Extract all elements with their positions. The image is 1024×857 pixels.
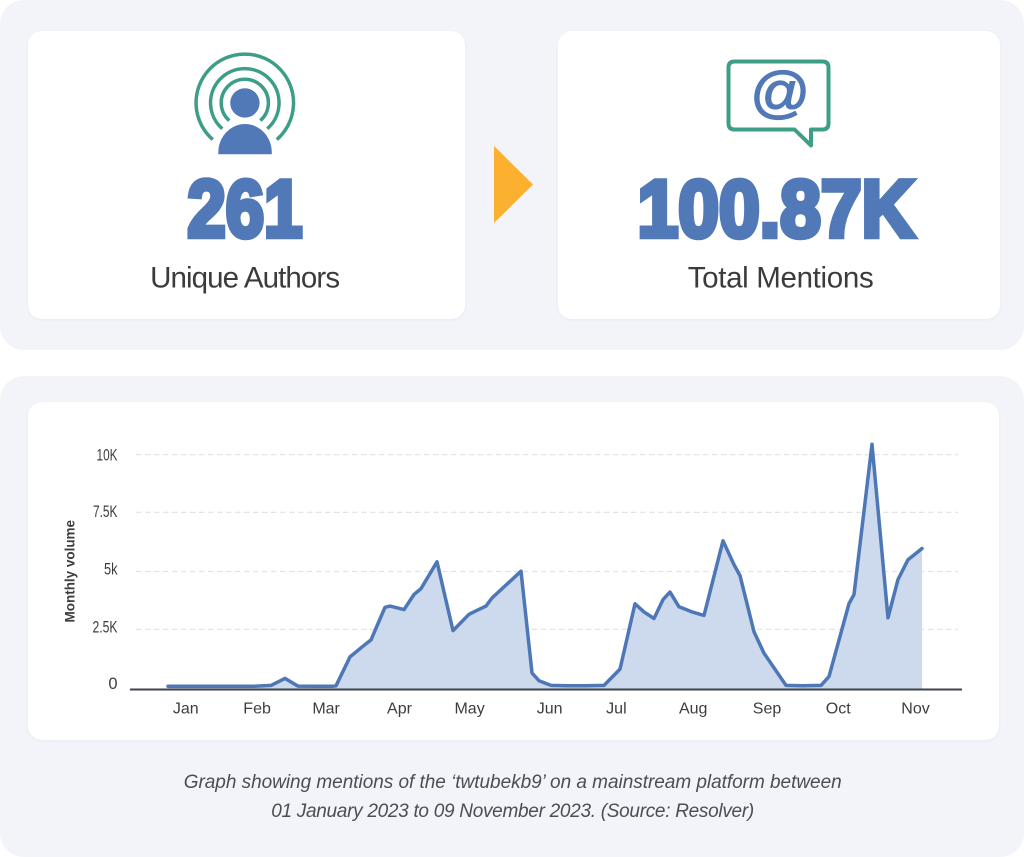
svg-text:Oct: Oct: [826, 701, 851, 718]
svg-text:2.5K: 2.5K: [93, 618, 118, 636]
svg-text:Total Mentions: Total Mentions: [688, 262, 874, 295]
svg-text:7.5K: 7.5K: [93, 503, 118, 521]
svg-text:Sep: Sep: [753, 701, 782, 718]
svg-text:Nov: Nov: [901, 701, 929, 718]
svg-text:May: May: [454, 701, 484, 718]
svg-text:Feb: Feb: [243, 701, 271, 718]
svg-text:Aug: Aug: [679, 701, 707, 718]
svg-text:5k: 5k: [104, 560, 118, 578]
svg-text:0: 0: [108, 675, 117, 693]
svg-text:261: 261: [187, 165, 302, 255]
svg-text:Monthly volume: Monthly volume: [62, 519, 77, 622]
svg-text:Graph showing mentions of the: Graph showing mentions of the ‘twtubekb9…: [184, 772, 842, 793]
svg-text:Jan: Jan: [173, 701, 199, 718]
svg-text:Unique Authors: Unique Authors: [150, 262, 340, 295]
svg-text:10K: 10K: [97, 447, 118, 465]
svg-text:Apr: Apr: [387, 701, 413, 718]
svg-text:Mar: Mar: [312, 701, 340, 718]
svg-text:@: @: [749, 61, 809, 125]
svg-text:100.87K: 100.87K: [638, 165, 915, 255]
svg-text:Jun: Jun: [537, 701, 563, 718]
svg-text:01 January 2023 to 09 November: 01 January 2023 to 09 November 2023. (So…: [271, 801, 754, 822]
svg-text:Jul: Jul: [606, 701, 626, 718]
